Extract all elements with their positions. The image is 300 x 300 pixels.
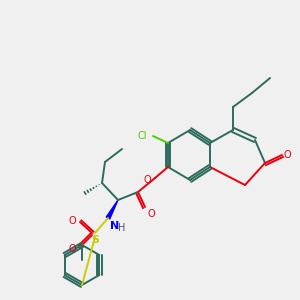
Text: O: O: [284, 150, 292, 160]
Polygon shape: [106, 200, 118, 219]
Text: N: N: [110, 221, 119, 231]
Text: S: S: [91, 235, 99, 245]
Text: O: O: [68, 244, 76, 254]
Text: H: H: [118, 223, 125, 233]
Text: O: O: [147, 209, 154, 219]
Text: O: O: [143, 175, 151, 185]
Text: O: O: [68, 216, 76, 226]
Text: Cl: Cl: [137, 131, 147, 141]
